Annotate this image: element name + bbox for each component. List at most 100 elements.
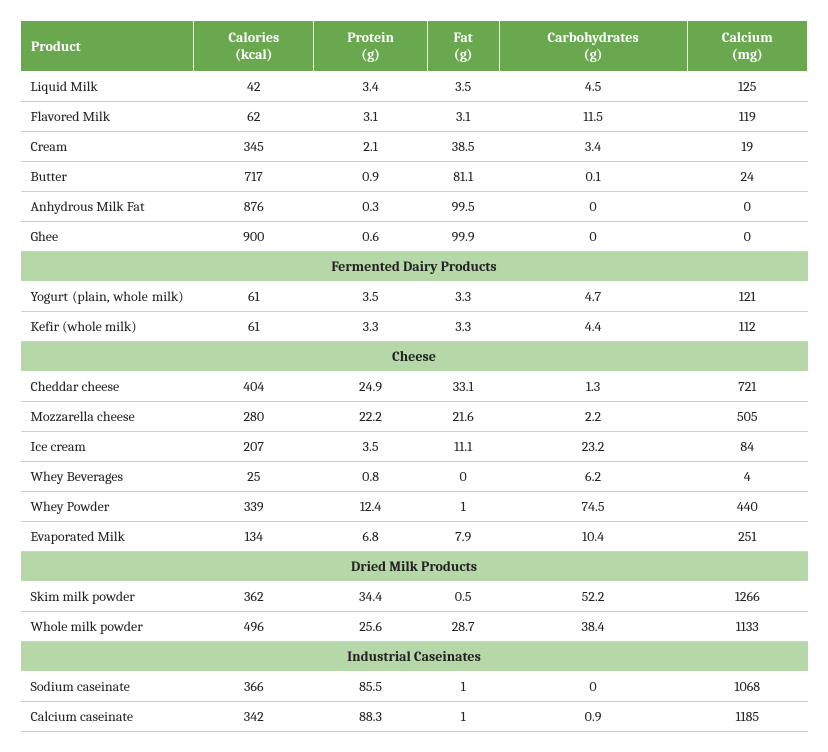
cell-product: Cream	[21, 132, 194, 162]
cell-product: Evaporated Milk	[21, 522, 194, 552]
cell-carbs: 4.5	[499, 72, 687, 102]
cell-protein: 22.2	[314, 402, 427, 432]
section-title: Dried Milk Products	[21, 552, 808, 582]
col-calories-unit: (kcal)	[235, 46, 272, 63]
col-fat: Fat (g)	[427, 21, 499, 72]
cell-calcium: 112	[687, 312, 808, 342]
col-carbs: Carbohydrates (g)	[499, 21, 687, 72]
cell-protein: 3.5	[314, 432, 427, 462]
cell-protein: 12.4	[314, 492, 427, 522]
cell-calcium: 721	[687, 372, 808, 402]
table-row: Cheddar cheese40424.933.11.3721	[21, 372, 808, 402]
cell-product: Ghee	[21, 222, 194, 252]
cell-fat: 21.6	[427, 402, 499, 432]
cell-product: Calcium caseinate	[21, 702, 194, 732]
table-row: Ice cream2073.511.123.284	[21, 432, 808, 462]
table-row: Ghee9000.699.900	[21, 222, 808, 252]
col-calcium-label: Calcium	[722, 29, 773, 46]
table-header: Product Calories (kcal) Protein (g) Fat …	[21, 21, 808, 72]
cell-calcium: 1068	[687, 672, 808, 702]
cell-product: Mozzarella cheese	[21, 402, 194, 432]
cell-carbs: 11.5	[499, 102, 687, 132]
cell-fat: 33.1	[427, 372, 499, 402]
cell-fat: 7.9	[427, 522, 499, 552]
cell-carbs: 52.2	[499, 582, 687, 612]
cell-calories: 362	[194, 582, 314, 612]
col-fat-unit: (g)	[454, 46, 473, 63]
cell-carbs: 1.3	[499, 372, 687, 402]
cell-calories: 404	[194, 372, 314, 402]
cell-fat: 3.1	[427, 102, 499, 132]
cell-calories: 42	[194, 72, 314, 102]
table-row: Whey Powder33912.4174.5440	[21, 492, 808, 522]
cell-calories: 345	[194, 132, 314, 162]
col-fat-label: Fat	[453, 29, 472, 46]
cell-calories: 366	[194, 672, 314, 702]
section-header: Dried Milk Products	[21, 552, 808, 582]
cell-product: Kefir (whole milk)	[21, 312, 194, 342]
cell-calories: 496	[194, 612, 314, 642]
nutrition-table: Product Calories (kcal) Protein (g) Fat …	[20, 20, 808, 732]
cell-protein: 3.5	[314, 282, 427, 312]
cell-protein: 0.9	[314, 162, 427, 192]
section-title: Cheese	[21, 342, 808, 372]
cell-protein: 25.6	[314, 612, 427, 642]
cell-fat: 0.5	[427, 582, 499, 612]
cell-calories: 280	[194, 402, 314, 432]
cell-product: Butter	[21, 162, 194, 192]
cell-protein: 88.3	[314, 702, 427, 732]
col-calcium-unit: (mg)	[732, 46, 763, 63]
cell-calcium: 121	[687, 282, 808, 312]
cell-calcium: 505	[687, 402, 808, 432]
section-header: Cheese	[21, 342, 808, 372]
cell-calories: 342	[194, 702, 314, 732]
cell-fat: 81.1	[427, 162, 499, 192]
cell-carbs: 2.2	[499, 402, 687, 432]
cell-calories: 62	[194, 102, 314, 132]
cell-carbs: 4.7	[499, 282, 687, 312]
cell-product: Whole milk powder	[21, 612, 194, 642]
cell-calcium: 1266	[687, 582, 808, 612]
cell-calcium: 19	[687, 132, 808, 162]
cell-protein: 3.3	[314, 312, 427, 342]
table-row: Whole milk powder49625.628.738.41133	[21, 612, 808, 642]
cell-calories: 61	[194, 282, 314, 312]
col-product-label: Product	[31, 38, 81, 55]
cell-calcium: 0	[687, 222, 808, 252]
cell-calories: 134	[194, 522, 314, 552]
table-row: Sodium caseinate36685.5101068	[21, 672, 808, 702]
cell-fat: 0	[427, 462, 499, 492]
table-row: Yogurt (plain, whole milk)613.53.34.7121	[21, 282, 808, 312]
table-row: Kefir (whole milk)613.33.34.4112	[21, 312, 808, 342]
cell-calcium: 251	[687, 522, 808, 552]
cell-fat: 3.5	[427, 72, 499, 102]
cell-product: Flavored Milk	[21, 102, 194, 132]
cell-protein: 6.8	[314, 522, 427, 552]
table-row: Mozzarella cheese28022.221.62.2505	[21, 402, 808, 432]
table-row: Butter7170.981.10.124	[21, 162, 808, 192]
cell-product: Skim milk powder	[21, 582, 194, 612]
cell-carbs: 23.2	[499, 432, 687, 462]
col-calories-label: Calories	[228, 29, 279, 46]
table-row: Cream3452.138.53.419	[21, 132, 808, 162]
cell-fat: 99.9	[427, 222, 499, 252]
cell-calcium: 119	[687, 102, 808, 132]
cell-fat: 99.5	[427, 192, 499, 222]
cell-product: Liquid Milk	[21, 72, 194, 102]
col-product: Product	[21, 21, 194, 72]
cell-product: Yogurt (plain, whole milk)	[21, 282, 194, 312]
cell-product: Sodium caseinate	[21, 672, 194, 702]
table-row: Anhydrous Milk Fat8760.399.500	[21, 192, 808, 222]
cell-calories: 339	[194, 492, 314, 522]
table-row: Liquid Milk423.43.54.5125	[21, 72, 808, 102]
cell-fat: 1	[427, 672, 499, 702]
col-protein: Protein (g)	[314, 21, 427, 72]
cell-fat: 1	[427, 492, 499, 522]
table-row: Calcium caseinate34288.310.91185	[21, 702, 808, 732]
cell-protein: 0.6	[314, 222, 427, 252]
table-row: Flavored Milk623.13.111.5119	[21, 102, 808, 132]
cell-protein: 24.9	[314, 372, 427, 402]
cell-calcium: 24	[687, 162, 808, 192]
cell-calories: 717	[194, 162, 314, 192]
cell-product: Ice cream	[21, 432, 194, 462]
